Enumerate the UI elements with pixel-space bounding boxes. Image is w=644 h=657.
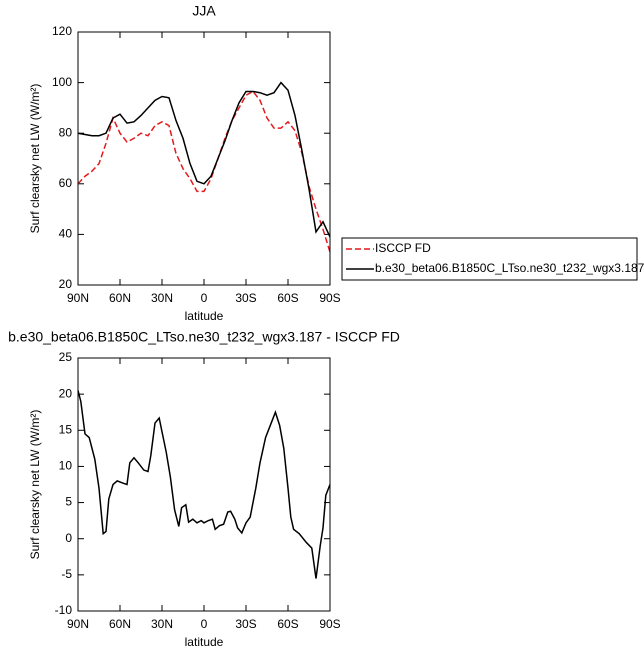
x-axis-label: latitude: [185, 635, 224, 649]
legend-label: ISCCP FD: [375, 241, 431, 255]
y-tick-label: 80: [59, 125, 73, 139]
plot-frame: [77, 357, 331, 612]
x-tick-label: 90N: [67, 291, 89, 305]
plot-frame: [77, 31, 331, 286]
y-axis-label: Surf clearsky net LW (W/m²): [28, 410, 42, 560]
x-tick-label: 60N: [109, 617, 131, 631]
legend-label: b.e30_beta06.B1850C_LTso.ne30_t232_wgx3.…: [375, 261, 644, 275]
data-line: [77, 81, 331, 238]
x-tick-label: 0: [201, 291, 208, 305]
y-tick-label: 60: [59, 176, 73, 190]
y-tick-label: 0: [65, 531, 72, 545]
x-tick-label: 90S: [319, 291, 340, 305]
y-tick-label: -10: [55, 603, 73, 617]
x-tick-label: 60N: [109, 291, 131, 305]
x-tick-label: 30S: [235, 617, 256, 631]
x-tick-label: 90S: [319, 617, 340, 631]
x-tick-label: 60S: [277, 617, 298, 631]
y-tick-label: 20: [59, 277, 73, 291]
y-tick-label: 5: [65, 495, 72, 509]
x-tick-label: 30N: [151, 291, 173, 305]
x-tick-label: 60S: [277, 291, 298, 305]
y-axis-label: Surf clearsky net LW (W/m²): [28, 84, 42, 234]
data-line: [77, 90, 331, 253]
x-tick-label: 0: [201, 617, 208, 631]
y-tick-label: 20: [59, 386, 73, 400]
chart-title: JJA: [192, 3, 216, 19]
data-line: [77, 390, 331, 579]
y-tick-label: 100: [52, 75, 72, 89]
x-tick-label: 30N: [151, 617, 173, 631]
x-tick-label: 30S: [235, 291, 256, 305]
y-tick-label: -5: [61, 567, 72, 581]
y-tick-label: 120: [52, 24, 72, 38]
y-tick-label: 25: [59, 350, 73, 364]
x-tick-label: 90N: [67, 617, 89, 631]
y-tick-label: 10: [59, 459, 73, 473]
x-axis-label: latitude: [185, 309, 224, 323]
y-tick-label: 15: [59, 422, 73, 436]
y-tick-label: 40: [59, 227, 73, 241]
legend-box: [341, 237, 638, 281]
chart-title: b.e30_beta06.B1850C_LTso.ne30_t232_wgx3.…: [8, 329, 400, 345]
